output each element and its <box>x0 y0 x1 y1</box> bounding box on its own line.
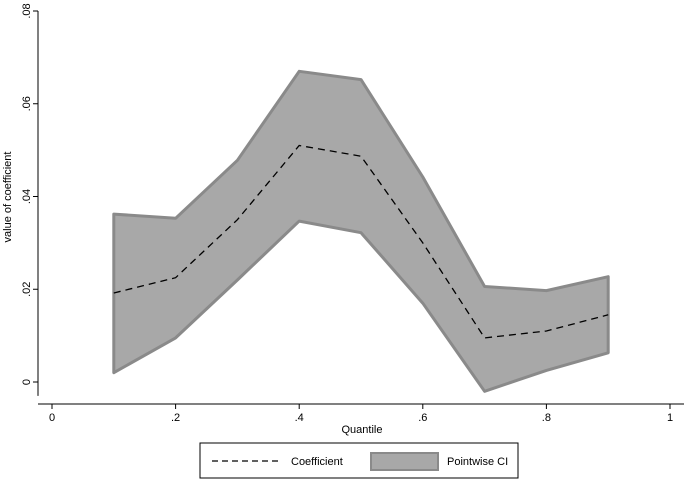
y-axis: 0 .02 .04 .06 .08 <box>21 3 39 396</box>
x-axis-label: Quantile <box>342 424 383 436</box>
ci-band <box>112 69 610 393</box>
y-axis-label: value of coefficient <box>2 152 14 243</box>
y-tick-label: 0 <box>21 379 33 385</box>
x-tick-label: .4 <box>295 412 304 424</box>
x-tick-label: .2 <box>171 412 180 424</box>
legend-ci-swatch <box>370 452 439 471</box>
x-tick-label: .8 <box>542 412 551 424</box>
y-tick-label: .02 <box>21 282 33 297</box>
legend-ci-label: Pointwise CI <box>447 456 508 468</box>
y-tick-label: .08 <box>21 3 33 18</box>
x-tick-label: .6 <box>418 412 427 424</box>
x-axis: 0 .2 .4 .6 .8 1 <box>38 403 684 424</box>
legend: Coefficient Pointwise CI <box>199 442 519 479</box>
plot-area <box>112 69 610 393</box>
x-tick-label: 0 <box>49 412 55 424</box>
legend-coefficient-label: Coefficient <box>291 456 343 468</box>
x-tick-label: 1 <box>667 412 673 424</box>
y-tick-label: .06 <box>21 96 33 111</box>
coefficient-line <box>113 144 609 339</box>
y-tick-label: .04 <box>21 189 33 204</box>
y-ticks: 0 .02 .04 .06 .08 <box>21 3 38 385</box>
x-ticks: 0 .2 .4 .6 .8 1 <box>49 404 673 424</box>
